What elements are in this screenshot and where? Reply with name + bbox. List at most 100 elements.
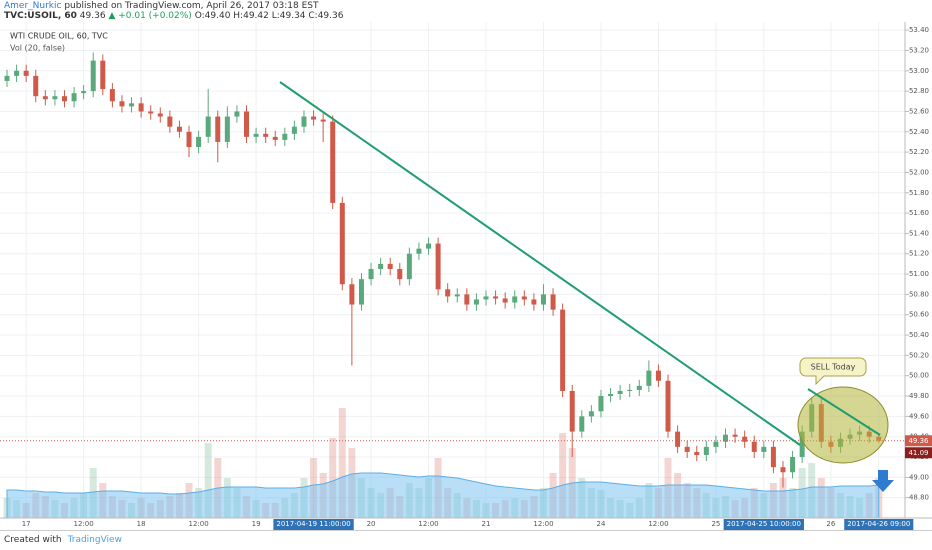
candle-body [282,133,288,140]
header: Amer_Nurkic published on TradingView.com… [0,0,932,22]
candle-body [100,60,106,90]
candle-body [627,389,633,391]
callout[interactable] [799,357,867,386]
volume-pane [3,408,883,519]
price-tag-label: 49.36 [908,437,929,445]
candle-body [636,385,642,390]
change: ▲ +0.01 (+0.02%) [108,11,192,21]
chart: SELL Today WTI CRUDE OIL, 60, TVC Vol (2… [0,22,932,530]
candle-body [263,133,269,137]
annotation: SELL Today [811,363,856,372]
volume-bar [204,443,212,518]
background [0,22,932,530]
y-tick-label: 49.00 [909,473,929,481]
candle-body [109,89,115,102]
down-arrow[interactable] [872,470,894,492]
x-tick-label: 12:00 [189,520,209,528]
volume-tag [905,447,932,459]
candle-body [703,446,709,455]
candle-body [14,70,20,76]
axes: 48.8049.0049.2049.4049.6049.8050.0050.20… [22,26,932,530]
candle-body [512,296,518,303]
candle-body [176,126,182,132]
candle-body [646,370,652,386]
x-cursor-label [723,519,804,530]
y-tick-label: 52.80 [909,87,929,95]
brand[interactable]: TradingView [67,535,122,545]
candle-body [416,248,422,254]
candle-body [253,133,259,137]
candle-body [196,136,202,148]
chart-title: WTI CRUDE OIL, 60, TVC [10,32,108,41]
x-tick-label: 25 [711,520,720,528]
y-tick-label: 51.80 [909,189,929,197]
candle-body [694,451,700,455]
y-tick-label: 50.80 [909,290,929,298]
candle-body [761,446,767,452]
y-tick-label: 53.00 [909,67,929,75]
highlight-ellipse[interactable] [797,386,889,464]
candle-body [560,309,566,391]
trend-line[interactable] [279,81,801,446]
candle-body [655,370,661,381]
created: Created with [4,535,62,545]
y-tick-label: 51.20 [909,250,929,258]
x-cursor-label [273,519,354,530]
candle-body [531,299,537,305]
y-tick-label: 50.40 [909,331,929,339]
x-tick-label: 2017-04-25 10:00:00 [727,520,801,528]
price-tag [905,435,932,447]
candle-body [742,436,748,442]
candle-body [339,202,345,285]
author[interactable]: Amer_Nurkic [4,1,62,11]
grid [0,22,905,518]
candle-body [23,70,29,76]
candle-body [224,116,230,142]
candle-body [119,101,125,107]
candle-body [617,390,623,394]
y-tick-label: 50.20 [909,351,929,359]
x-tick-label: 26 [826,520,835,528]
candle-body [368,268,374,280]
candle-body [320,119,326,122]
x-cursor-label [844,519,914,530]
candle-body [4,75,10,81]
candle-body [138,103,144,112]
y-tick-label: 50.00 [909,372,929,380]
y-tick-label: 49.80 [909,392,929,400]
candle-body [272,136,278,140]
candle-body [387,263,393,269]
candle-body [598,396,604,412]
y-tick-label: 53.20 [909,46,929,54]
symbol-line: TVC:USOIL, 60 49.36 ▲ +0.01 (+0.02%) O:4… [4,11,932,21]
candle-body [349,284,355,305]
x-tick-label: 21 [482,520,491,528]
x-tick-label: 2017-04-26 09:00 [847,520,910,528]
trend-line[interactable] [807,388,881,436]
y-tick-label: 51.60 [909,209,929,217]
candle-body [665,380,671,432]
candle-body [81,91,87,94]
candle-body [684,446,690,452]
candle-body [435,243,441,290]
candle-body [502,298,508,303]
candle-body [291,126,297,134]
candle-body [215,116,221,142]
x-tick-label: 18 [137,520,146,528]
publish-line: Amer_Nurkic published on TradingView.com… [4,1,932,11]
volume-bar [338,408,346,518]
candle-body [42,96,48,100]
x-tick-label: 24 [596,520,605,528]
candle-body [713,441,719,447]
x-tick-label: 12:00 [418,520,438,528]
candle-body [234,111,240,117]
y-tick-label: 50.60 [909,311,929,319]
x-tick-label: 12:00 [533,520,553,528]
candle-body [579,416,585,432]
candle-body [464,294,470,305]
published: published on TradingView.com, April 26, … [64,1,319,11]
candles [0,52,905,488]
candle-body [675,431,681,447]
x-tick-label: 12:00 [74,520,94,528]
